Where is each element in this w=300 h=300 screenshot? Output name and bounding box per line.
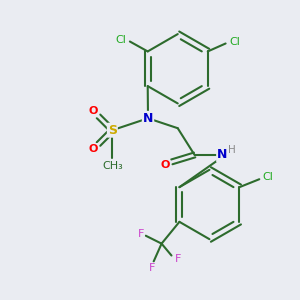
- Text: Cl: Cl: [116, 34, 126, 44]
- Text: S: S: [108, 124, 117, 137]
- Text: H: H: [228, 145, 236, 155]
- Text: Cl: Cl: [263, 172, 274, 182]
- Text: O: O: [160, 160, 170, 170]
- Text: CH₃: CH₃: [102, 161, 123, 171]
- Text: F: F: [175, 254, 182, 265]
- Text: F: F: [138, 229, 144, 239]
- Text: Cl: Cl: [229, 37, 240, 46]
- Text: N: N: [143, 112, 153, 125]
- Text: O: O: [89, 106, 98, 116]
- Text: O: O: [89, 144, 98, 154]
- Text: N: N: [217, 148, 227, 161]
- Text: F: F: [148, 263, 155, 273]
